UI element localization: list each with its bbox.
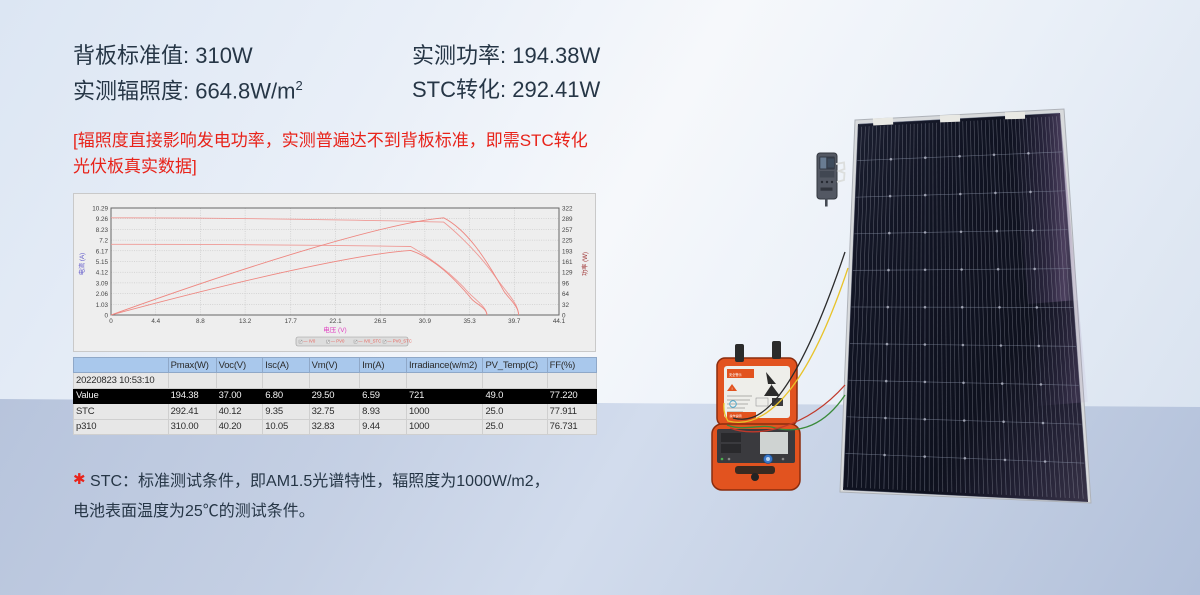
svg-text:— PV0_STC: — PV0_STC (387, 339, 412, 344)
svg-text:电流 (A): 电流 (A) (78, 253, 86, 275)
svg-text:22.1: 22.1 (329, 318, 342, 325)
svg-text:— PV0: — PV0 (331, 339, 345, 344)
svg-text:2.06: 2.06 (96, 291, 109, 298)
svg-text:4.12: 4.12 (96, 270, 109, 277)
svg-text:39.7: 39.7 (508, 318, 521, 325)
svg-text:96: 96 (562, 280, 570, 287)
svg-text:225: 225 (562, 238, 573, 245)
svg-text:8.8: 8.8 (196, 318, 205, 325)
svg-text:— IV0: — IV0 (303, 339, 316, 344)
svg-text:44.1: 44.1 (553, 318, 566, 325)
svg-text:10.29: 10.29 (92, 206, 108, 213)
svg-text:129: 129 (562, 270, 573, 277)
svg-text:— IV0_STC: — IV0_STC (358, 339, 381, 344)
svg-text:17.7: 17.7 (285, 318, 298, 325)
svg-text:193: 193 (562, 248, 573, 255)
svg-text:9.26: 9.26 (96, 216, 109, 223)
svg-text:5.15: 5.15 (96, 259, 109, 266)
svg-text:257: 257 (562, 227, 573, 234)
svg-text:4.4: 4.4 (151, 318, 160, 325)
svg-text:64: 64 (562, 291, 570, 298)
svg-text:6.17: 6.17 (96, 248, 109, 255)
svg-text:161: 161 (562, 259, 573, 266)
svg-text:8.23: 8.23 (96, 227, 109, 234)
svg-text:7.2: 7.2 (99, 238, 108, 245)
svg-text:289: 289 (562, 216, 573, 223)
svg-text:1.03: 1.03 (96, 302, 109, 309)
svg-text:3.09: 3.09 (96, 280, 109, 287)
svg-text:0: 0 (104, 313, 108, 320)
svg-text:功率 (W): 功率 (W) (581, 252, 589, 276)
svg-text:0: 0 (109, 318, 113, 325)
svg-text:322: 322 (562, 206, 573, 213)
svg-text:32: 32 (562, 302, 570, 309)
svg-text:电压 (V): 电压 (V) (323, 325, 346, 334)
svg-text:26.5: 26.5 (374, 318, 387, 325)
svg-text:35.3: 35.3 (463, 318, 476, 325)
svg-text:30.9: 30.9 (419, 318, 432, 325)
svg-text:13.2: 13.2 (239, 318, 252, 325)
